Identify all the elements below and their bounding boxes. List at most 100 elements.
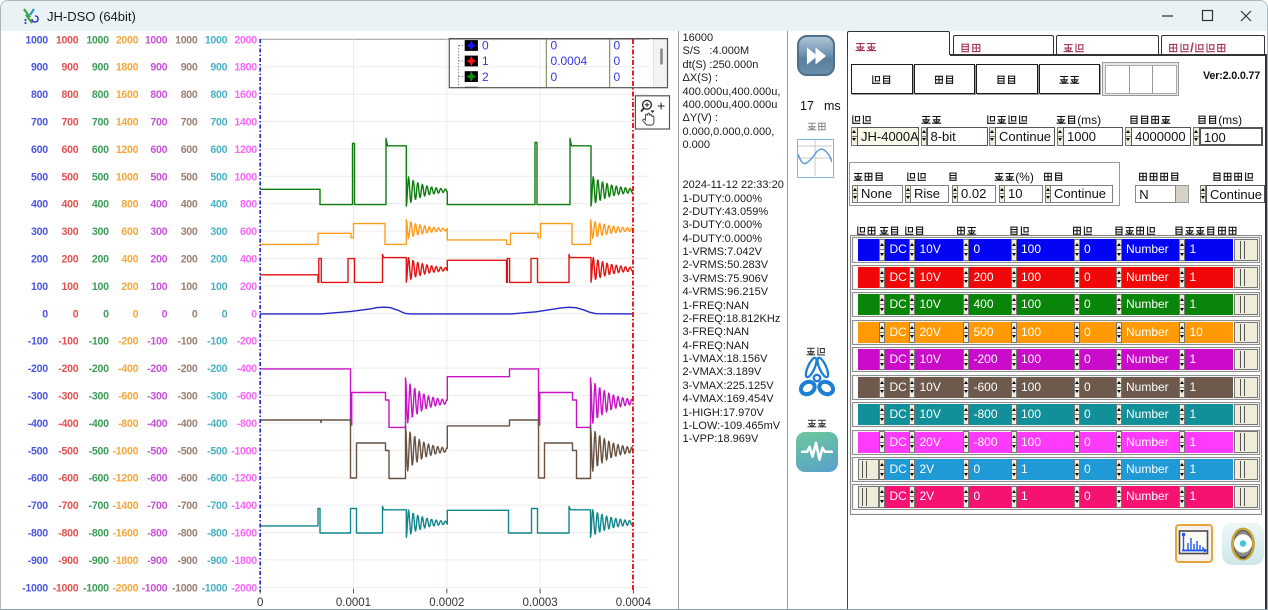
svg-text:500: 500 <box>92 171 109 183</box>
svg-text:400: 400 <box>92 199 109 211</box>
svg-text:0.0001: 0.0001 <box>336 597 371 609</box>
svg-text:500: 500 <box>62 171 79 183</box>
svg-text:-500: -500 <box>28 445 48 457</box>
svg-text:300: 300 <box>62 226 79 238</box>
svg-text:-400: -400 <box>177 418 197 430</box>
svg-text:1200: 1200 <box>234 144 257 156</box>
svg-text:+: + <box>657 98 665 114</box>
svg-text:-900: -900 <box>207 555 227 567</box>
svg-text:0: 0 <box>482 39 489 53</box>
svg-text:-300: -300 <box>58 391 78 403</box>
svg-text:-1400: -1400 <box>231 500 257 512</box>
svg-text:900: 900 <box>92 62 109 74</box>
svg-text:1400: 1400 <box>234 117 257 129</box>
svg-text:0.0003: 0.0003 <box>523 597 558 609</box>
svg-text:-300: -300 <box>147 391 167 403</box>
svg-text:0: 0 <box>551 70 558 84</box>
svg-text:600: 600 <box>150 144 167 156</box>
svg-text:500: 500 <box>210 171 227 183</box>
svg-text:-700: -700 <box>58 500 78 512</box>
svg-text:200: 200 <box>62 254 79 266</box>
svg-text:-300: -300 <box>177 391 197 403</box>
svg-text:-100: -100 <box>207 336 227 348</box>
svg-text:-200: -200 <box>147 363 167 375</box>
svg-text:100: 100 <box>62 281 79 293</box>
svg-text:100: 100 <box>210 281 227 293</box>
svg-text:800: 800 <box>150 89 167 101</box>
svg-text:0: 0 <box>162 308 168 320</box>
svg-text:-300: -300 <box>89 391 109 403</box>
svg-text:300: 300 <box>181 226 198 238</box>
svg-text:1400: 1400 <box>116 117 139 129</box>
svg-text:0.0002: 0.0002 <box>429 597 464 609</box>
svg-text:-900: -900 <box>58 555 78 567</box>
svg-text:400: 400 <box>210 199 227 211</box>
svg-text:-1000: -1000 <box>142 582 168 594</box>
svg-text:700: 700 <box>31 117 48 129</box>
svg-text:800: 800 <box>210 89 227 101</box>
svg-text:1800: 1800 <box>116 62 139 74</box>
svg-text:900: 900 <box>210 62 227 74</box>
svg-text:300: 300 <box>150 226 167 238</box>
svg-text:400: 400 <box>31 199 48 211</box>
svg-text:700: 700 <box>150 117 167 129</box>
svg-text:-300: -300 <box>28 391 48 403</box>
svg-text:-600: -600 <box>89 473 109 485</box>
svg-text:900: 900 <box>62 62 79 74</box>
svg-text:-900: -900 <box>177 555 197 567</box>
svg-text:200: 200 <box>121 281 138 293</box>
svg-text:-1600: -1600 <box>113 528 139 540</box>
svg-text:-500: -500 <box>58 445 78 457</box>
svg-text:100: 100 <box>150 281 167 293</box>
svg-text:-2000: -2000 <box>231 582 257 594</box>
svg-text:-100: -100 <box>58 336 78 348</box>
svg-text:400: 400 <box>150 199 167 211</box>
svg-text:800: 800 <box>181 89 198 101</box>
svg-text:1000: 1000 <box>56 34 79 46</box>
svg-text:200: 200 <box>31 254 48 266</box>
svg-text:-1000: -1000 <box>172 582 198 594</box>
svg-text:-400: -400 <box>58 418 78 430</box>
svg-text:0: 0 <box>257 597 263 609</box>
svg-text:-600: -600 <box>118 391 138 403</box>
svg-text:200: 200 <box>92 254 109 266</box>
svg-text:900: 900 <box>181 62 198 74</box>
svg-text:1200: 1200 <box>116 144 139 156</box>
svg-text:1000: 1000 <box>175 34 198 46</box>
svg-text:300: 300 <box>92 226 109 238</box>
svg-text:1000: 1000 <box>145 34 168 46</box>
svg-text:-700: -700 <box>28 500 48 512</box>
svg-text:-1600: -1600 <box>231 528 257 540</box>
svg-text:0: 0 <box>614 85 621 99</box>
svg-text:600: 600 <box>121 226 138 238</box>
svg-text:-200: -200 <box>28 363 48 375</box>
svg-text:-200: -200 <box>89 363 109 375</box>
svg-text:-500: -500 <box>89 445 109 457</box>
svg-text:1000: 1000 <box>234 171 257 183</box>
svg-text:-100: -100 <box>28 336 48 348</box>
svg-text:-300: -300 <box>207 391 227 403</box>
svg-text:-500: -500 <box>207 445 227 457</box>
svg-text:-1800: -1800 <box>113 555 139 567</box>
svg-text:-200: -200 <box>118 336 138 348</box>
svg-text:-600: -600 <box>147 473 167 485</box>
svg-text:-1000: -1000 <box>202 582 228 594</box>
svg-text:-400: -400 <box>118 363 138 375</box>
svg-text:-200: -200 <box>237 336 257 348</box>
svg-text:0.0004: 0.0004 <box>616 597 652 609</box>
svg-text:0.0004: 0.0004 <box>551 85 588 99</box>
svg-text:800: 800 <box>92 89 109 101</box>
svg-text:0: 0 <box>73 308 79 320</box>
svg-text:600: 600 <box>31 144 48 156</box>
svg-text:-800: -800 <box>177 528 197 540</box>
svg-text:2000: 2000 <box>116 34 139 46</box>
svg-text:-900: -900 <box>147 555 167 567</box>
svg-text:2000: 2000 <box>234 34 257 46</box>
svg-text:-700: -700 <box>207 500 227 512</box>
svg-text:-500: -500 <box>147 445 167 457</box>
svg-text:1800: 1800 <box>234 62 257 74</box>
svg-text:500: 500 <box>181 171 198 183</box>
svg-text:1000: 1000 <box>25 34 48 46</box>
svg-text:-600: -600 <box>28 473 48 485</box>
svg-text:-100: -100 <box>89 336 109 348</box>
